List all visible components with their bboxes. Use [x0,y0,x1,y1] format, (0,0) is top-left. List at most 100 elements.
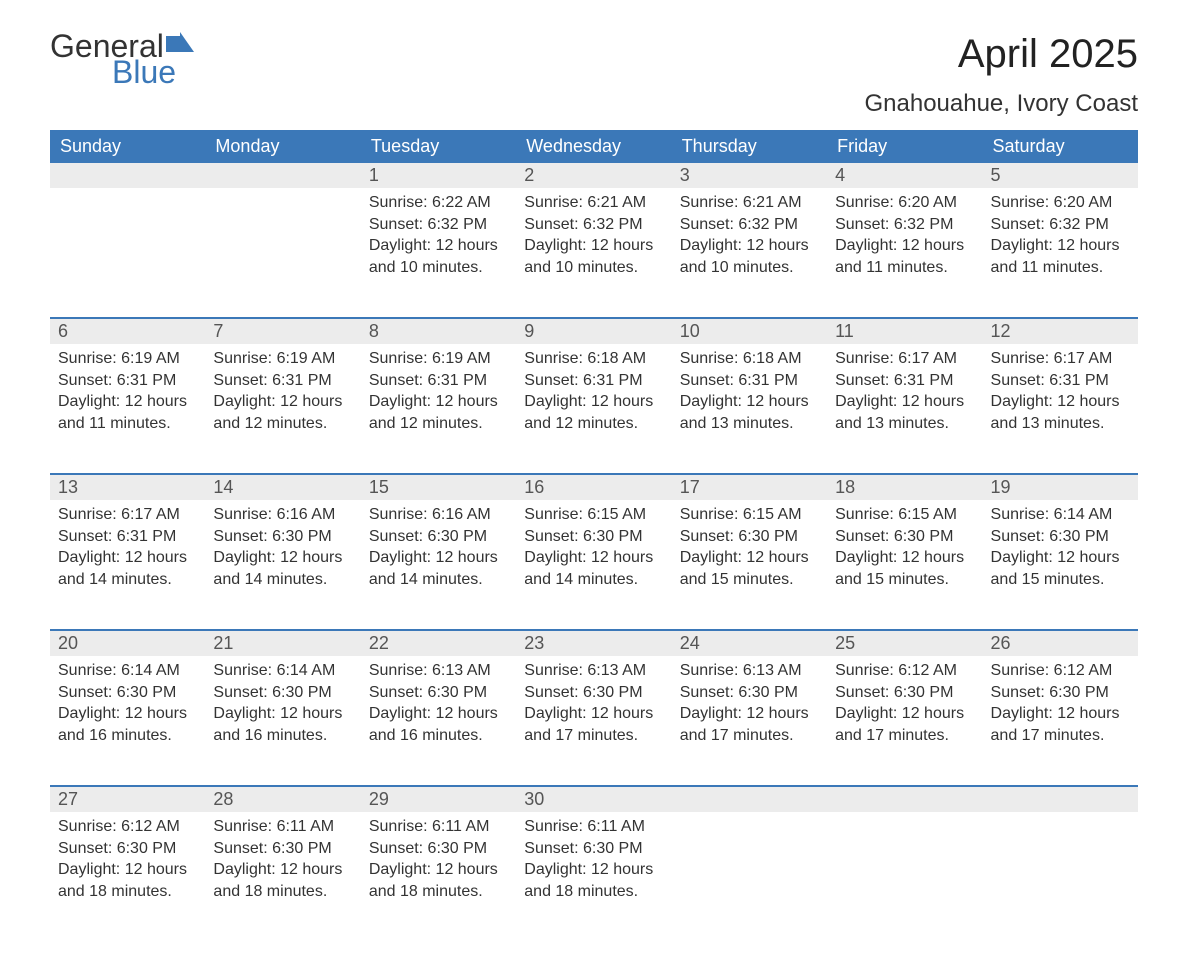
day-number-cell: 9 [516,318,671,344]
sunset-line: Sunset: 6:32 PM [991,214,1130,236]
sunrise-line: Sunrise: 6:20 AM [835,192,974,214]
logo-flag-icon [166,32,194,56]
day-number-cell [205,163,360,188]
day-number-cell: 8 [361,318,516,344]
sunset-line: Sunset: 6:30 PM [369,838,508,860]
sunrise-line: Sunrise: 6:14 AM [991,504,1130,526]
daylight-line: Daylight: 12 hours and 18 minutes. [369,859,508,902]
day-content-cell: Sunrise: 6:19 AMSunset: 6:31 PMDaylight:… [361,344,516,474]
sunrise-line: Sunrise: 6:19 AM [58,348,197,370]
sunset-line: Sunset: 6:30 PM [524,838,663,860]
sunrise-line: Sunrise: 6:22 AM [369,192,508,214]
sunset-line: Sunset: 6:31 PM [991,370,1130,392]
sunset-line: Sunset: 6:31 PM [213,370,352,392]
sunset-line: Sunset: 6:30 PM [835,682,974,704]
day-number-cell: 26 [983,630,1138,656]
sunset-line: Sunset: 6:30 PM [58,838,197,860]
sunset-line: Sunset: 6:30 PM [680,682,819,704]
sunset-line: Sunset: 6:31 PM [680,370,819,392]
sunset-line: Sunset: 6:31 PM [369,370,508,392]
sunrise-line: Sunrise: 6:17 AM [991,348,1130,370]
daylight-line: Daylight: 12 hours and 15 minutes. [991,547,1130,590]
header: General Blue April 2025 Gnahouahue, Ivor… [50,30,1138,118]
weekday-header: Tuesday [361,130,516,163]
sunset-line: Sunset: 6:30 PM [58,682,197,704]
sunrise-line: Sunrise: 6:18 AM [524,348,663,370]
daylight-line: Daylight: 12 hours and 14 minutes. [369,547,508,590]
day-content-cell [205,188,360,318]
day-content-cell: Sunrise: 6:15 AMSunset: 6:30 PMDaylight:… [516,500,671,630]
day-content-cell: Sunrise: 6:11 AMSunset: 6:30 PMDaylight:… [361,812,516,942]
day-number-row: 27282930 [50,786,1138,812]
day-number-cell [50,163,205,188]
daylight-line: Daylight: 12 hours and 17 minutes. [680,703,819,746]
day-content-row: Sunrise: 6:12 AMSunset: 6:30 PMDaylight:… [50,812,1138,942]
day-content-cell: Sunrise: 6:20 AMSunset: 6:32 PMDaylight:… [983,188,1138,318]
daylight-line: Daylight: 12 hours and 13 minutes. [835,391,974,434]
daylight-line: Daylight: 12 hours and 16 minutes. [369,703,508,746]
day-number-cell: 20 [50,630,205,656]
daylight-line: Daylight: 12 hours and 14 minutes. [213,547,352,590]
daylight-line: Daylight: 12 hours and 15 minutes. [835,547,974,590]
title-block: April 2025 Gnahouahue, Ivory Coast [864,30,1138,118]
day-number-cell: 28 [205,786,360,812]
daylight-line: Daylight: 12 hours and 10 minutes. [524,235,663,278]
day-number-row: 12345 [50,163,1138,188]
daylight-line: Daylight: 12 hours and 17 minutes. [835,703,974,746]
sunrise-line: Sunrise: 6:11 AM [369,816,508,838]
day-content-cell [827,812,982,942]
sunset-line: Sunset: 6:32 PM [524,214,663,236]
day-number-cell [672,786,827,812]
daylight-line: Daylight: 12 hours and 17 minutes. [524,703,663,746]
daylight-line: Daylight: 12 hours and 17 minutes. [991,703,1130,746]
sunset-line: Sunset: 6:31 PM [835,370,974,392]
day-number-cell: 21 [205,630,360,656]
weekday-header-row: Sunday Monday Tuesday Wednesday Thursday… [50,130,1138,163]
day-number-cell: 25 [827,630,982,656]
day-number-cell: 23 [516,630,671,656]
day-content-cell: Sunrise: 6:14 AMSunset: 6:30 PMDaylight:… [50,656,205,786]
sunrise-line: Sunrise: 6:12 AM [835,660,974,682]
day-number-cell: 10 [672,318,827,344]
sunrise-line: Sunrise: 6:19 AM [369,348,508,370]
sunset-line: Sunset: 6:30 PM [991,682,1130,704]
day-content-cell [672,812,827,942]
daylight-line: Daylight: 12 hours and 11 minutes. [835,235,974,278]
day-content-cell: Sunrise: 6:16 AMSunset: 6:30 PMDaylight:… [361,500,516,630]
sunset-line: Sunset: 6:30 PM [213,526,352,548]
sunrise-line: Sunrise: 6:17 AM [58,504,197,526]
day-number-row: 6789101112 [50,318,1138,344]
day-number-cell: 14 [205,474,360,500]
sunrise-line: Sunrise: 6:13 AM [680,660,819,682]
day-number-cell [827,786,982,812]
sunset-line: Sunset: 6:30 PM [369,526,508,548]
sunset-line: Sunset: 6:31 PM [524,370,663,392]
sunrise-line: Sunrise: 6:14 AM [213,660,352,682]
weekday-header: Monday [205,130,360,163]
day-number-cell: 22 [361,630,516,656]
sunset-line: Sunset: 6:31 PM [58,526,197,548]
day-content-cell: Sunrise: 6:18 AMSunset: 6:31 PMDaylight:… [516,344,671,474]
day-content-cell: Sunrise: 6:21 AMSunset: 6:32 PMDaylight:… [516,188,671,318]
sunrise-line: Sunrise: 6:18 AM [680,348,819,370]
daylight-line: Daylight: 12 hours and 18 minutes. [58,859,197,902]
day-content-cell: Sunrise: 6:12 AMSunset: 6:30 PMDaylight:… [827,656,982,786]
day-content-cell: Sunrise: 6:14 AMSunset: 6:30 PMDaylight:… [205,656,360,786]
sunrise-line: Sunrise: 6:20 AM [991,192,1130,214]
weekday-header: Thursday [672,130,827,163]
day-number-cell: 11 [827,318,982,344]
daylight-line: Daylight: 12 hours and 14 minutes. [524,547,663,590]
day-number-cell: 15 [361,474,516,500]
day-number-cell: 4 [827,163,982,188]
day-number-cell: 24 [672,630,827,656]
day-content-cell: Sunrise: 6:17 AMSunset: 6:31 PMDaylight:… [50,500,205,630]
day-content-row: Sunrise: 6:14 AMSunset: 6:30 PMDaylight:… [50,656,1138,786]
day-content-cell: Sunrise: 6:11 AMSunset: 6:30 PMDaylight:… [516,812,671,942]
sunrise-line: Sunrise: 6:15 AM [524,504,663,526]
sunrise-line: Sunrise: 6:21 AM [680,192,819,214]
sunset-line: Sunset: 6:32 PM [369,214,508,236]
weekday-header: Wednesday [516,130,671,163]
day-number-cell: 6 [50,318,205,344]
day-number-cell: 27 [50,786,205,812]
day-number-row: 13141516171819 [50,474,1138,500]
